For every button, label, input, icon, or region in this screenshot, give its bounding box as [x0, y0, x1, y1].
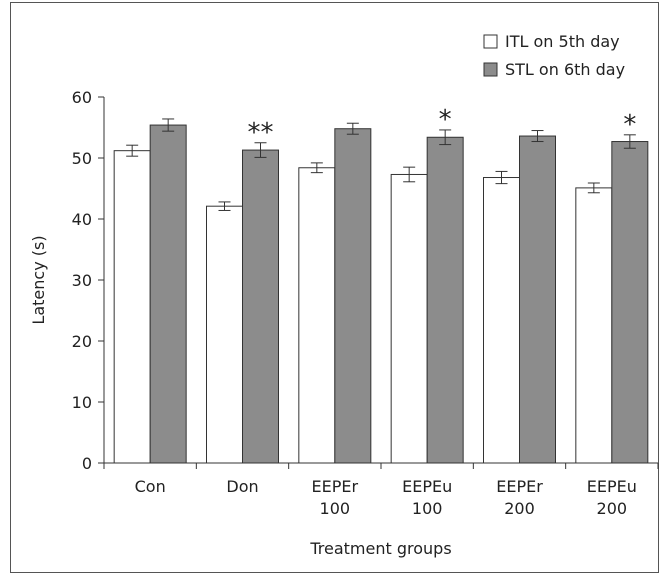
- bar-stl: [334, 128, 372, 464]
- legend-label: ITL on 5th day: [505, 32, 620, 51]
- y-tick-label: 30: [72, 271, 92, 290]
- legend-swatch-stl: [483, 62, 498, 77]
- bar-stl: [426, 136, 464, 464]
- y-axis-title: Latency (s): [29, 235, 48, 324]
- bar-itl: [113, 150, 151, 464]
- x-axis-title: Treatment groups: [309, 539, 451, 558]
- legend-label: STL on 6th day: [505, 60, 625, 79]
- bar-stl: [519, 135, 556, 464]
- bar-itl: [390, 173, 428, 464]
- y-tick-label: 40: [72, 210, 92, 229]
- x-tick-label: 200: [597, 499, 628, 518]
- bar-itl: [483, 177, 520, 464]
- significance-marker: *: [439, 105, 452, 135]
- x-tick-label: Con: [135, 477, 166, 496]
- bar-itl: [206, 205, 243, 464]
- bar-itl: [298, 167, 336, 464]
- figure-frame: [10, 2, 659, 573]
- y-tick-label: 60: [72, 88, 92, 107]
- y-tick-label: 0: [82, 454, 92, 473]
- x-tick-label: EEPEu: [402, 477, 452, 496]
- y-tick-label: 10: [72, 393, 92, 412]
- x-tick-label: 100: [412, 499, 443, 518]
- x-tick-label: 100: [320, 499, 351, 518]
- bar-stl: [611, 141, 649, 464]
- bar-stl: [242, 149, 279, 464]
- legend-swatch-itl: [483, 34, 498, 49]
- y-tick-label: 50: [72, 149, 92, 168]
- x-tick-label: EEPEr: [312, 477, 359, 496]
- x-tick-label: 200: [504, 499, 535, 518]
- x-tick-label: EEPEu: [587, 477, 637, 496]
- significance-marker: *: [623, 110, 636, 140]
- bar-itl: [575, 187, 613, 464]
- x-tick-label: Don: [226, 477, 258, 496]
- significance-marker: **: [248, 118, 274, 148]
- y-tick-label: 20: [72, 332, 92, 351]
- x-tick-label: EEPEr: [496, 477, 543, 496]
- bar-stl: [149, 124, 187, 464]
